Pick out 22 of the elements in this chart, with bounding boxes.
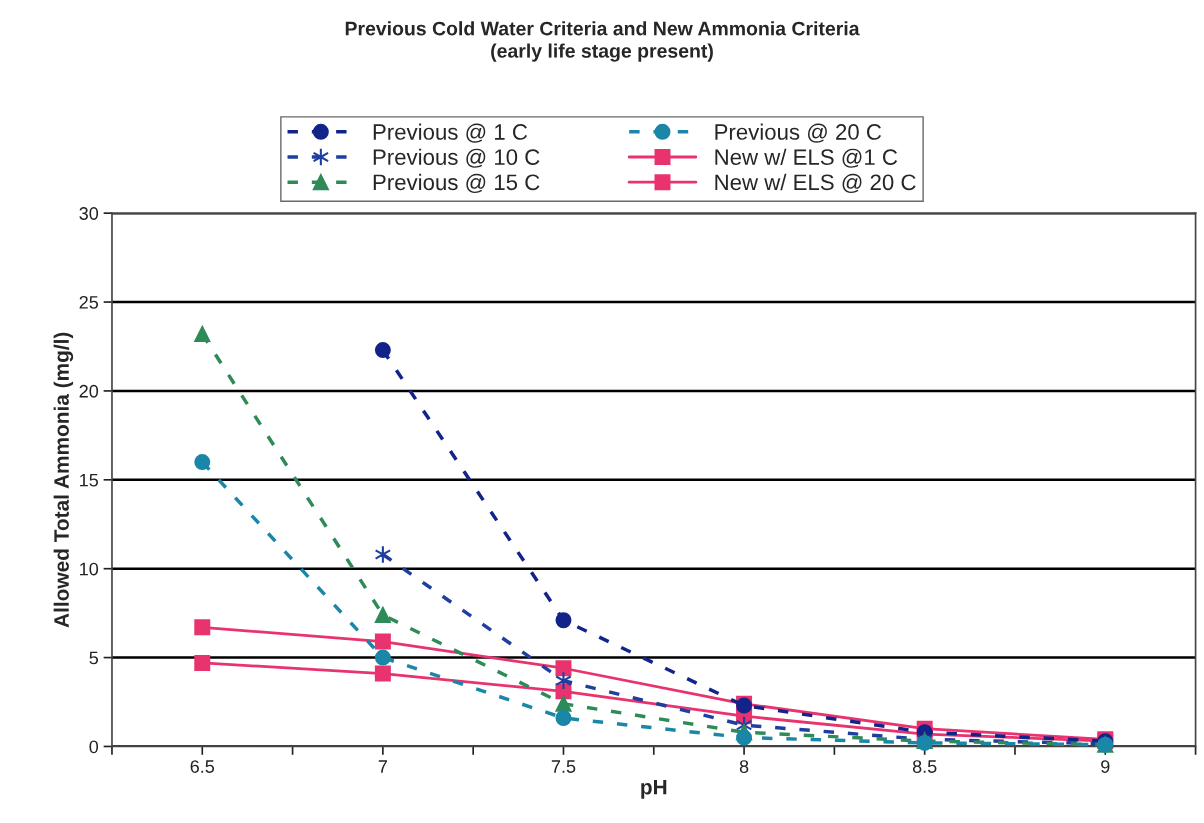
- y-tick-label: 25: [79, 295, 99, 309]
- x-tick-label: 9: [1101, 760, 1110, 773]
- legend-label: Previous @ 15 C: [373, 173, 540, 194]
- legend-label: Previous @ 10 C: [373, 148, 540, 168]
- y-tick-label: 15: [80, 473, 99, 487]
- x-tick-label: 8: [739, 760, 749, 773]
- x-tick-label: 7.5: [551, 760, 576, 773]
- y-axis-title: Allowed Total Ammonia (mg/l): [53, 332, 74, 628]
- y-tick-label: 10: [80, 562, 99, 576]
- legend-label: New w/ ELS @ 20 C: [715, 173, 916, 194]
- x-tick-label: 6.5: [190, 760, 215, 773]
- x-axis-title: pH: [641, 780, 667, 799]
- y-tick-label: 20: [79, 384, 99, 398]
- x-tick-label: 7: [378, 760, 387, 773]
- y-tick-label: 30: [79, 207, 99, 220]
- y-tick-label: 5: [89, 651, 99, 665]
- chart-title: Previous Cold Water Criteria and New Ammonia Criteria (early life stage present): [345, 21, 860, 62]
- y-tick-label: 0: [89, 740, 99, 754]
- x-tick-label: 8.5: [912, 760, 937, 773]
- legend-label: Previous @ 20 C: [715, 123, 882, 143]
- legend-label: Previous @ 1 C: [373, 123, 528, 143]
- legend-label: New w/ ELS @1 C: [715, 148, 898, 168]
